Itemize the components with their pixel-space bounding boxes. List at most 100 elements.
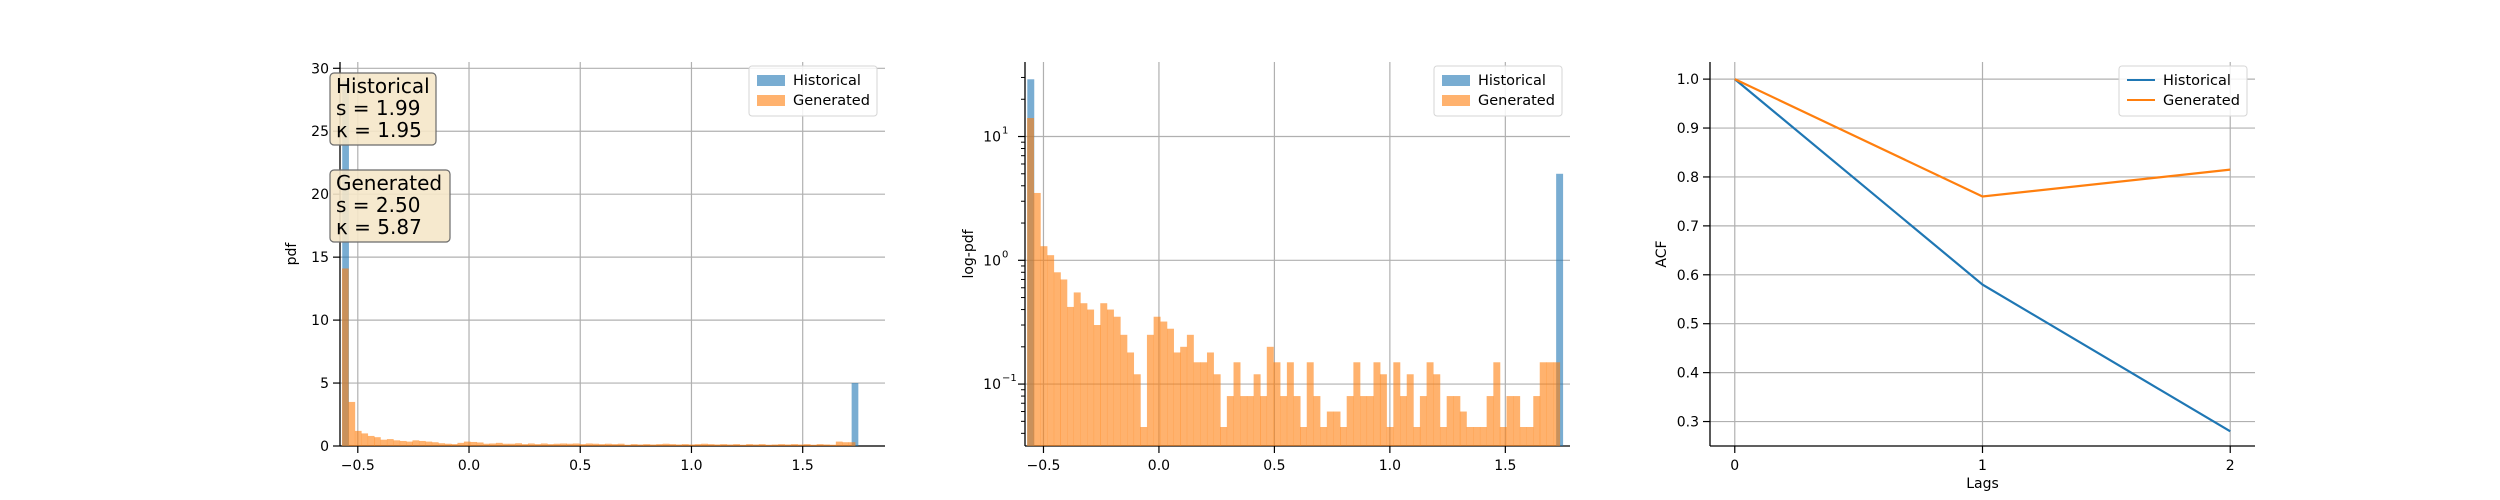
histogram-bar bbox=[662, 443, 670, 446]
histogram-bar bbox=[342, 268, 349, 446]
series-historical bbox=[342, 80, 859, 446]
x-tick-label: 0.0 bbox=[1148, 458, 1170, 474]
legend-label: Generated bbox=[2163, 93, 2240, 109]
histogram-bar bbox=[527, 443, 535, 446]
histogram-bar bbox=[675, 444, 683, 446]
histogram-bar bbox=[1186, 334, 1194, 446]
histogram-bar bbox=[393, 440, 401, 446]
histogram-bar bbox=[701, 443, 708, 446]
histogram-bar bbox=[508, 443, 516, 446]
histogram-bar bbox=[803, 444, 811, 446]
histogram-bar bbox=[1180, 346, 1188, 446]
y-tick-exponent: 0 bbox=[1002, 249, 1008, 260]
histogram-bar bbox=[547, 444, 555, 446]
histogram-bar bbox=[560, 443, 567, 446]
histogram-bar bbox=[1120, 334, 1128, 446]
histogram-bar bbox=[1233, 362, 1241, 446]
series-generated bbox=[342, 268, 856, 446]
histogram-bar bbox=[1300, 426, 1307, 446]
histogram-bar bbox=[1286, 362, 1294, 446]
histogram-bar bbox=[444, 443, 452, 446]
y-tick-label: 25 bbox=[311, 124, 329, 140]
histogram-bar bbox=[842, 442, 849, 446]
stats-box-line: Historical bbox=[336, 74, 430, 98]
histogram-bar bbox=[431, 442, 439, 446]
histogram-bar bbox=[1087, 309, 1095, 446]
histogram-bar bbox=[1260, 396, 1268, 446]
histogram-bar bbox=[585, 443, 593, 446]
series-generated bbox=[1027, 118, 1561, 446]
x-tick-label: 0.5 bbox=[1263, 458, 1285, 474]
histogram-bar bbox=[502, 443, 510, 446]
histogram-bar bbox=[669, 444, 676, 446]
histogram-bar bbox=[451, 444, 458, 446]
x-axis-label: Lags bbox=[1966, 476, 1999, 492]
histogram-bar bbox=[1413, 426, 1421, 446]
histogram-bar bbox=[425, 441, 433, 446]
histogram-bar bbox=[1306, 362, 1314, 446]
histogram-bar bbox=[707, 444, 715, 446]
histogram-bar bbox=[829, 444, 837, 446]
stats-box-line: s = 1.99 bbox=[336, 96, 420, 120]
histogram-bar bbox=[463, 441, 471, 446]
histogram-bar bbox=[1556, 173, 1564, 446]
histogram-bar bbox=[1153, 316, 1161, 446]
legend-swatch bbox=[757, 75, 785, 86]
stats-box-line: Generated bbox=[336, 171, 442, 195]
histogram-bar bbox=[1473, 426, 1481, 446]
histogram-bar bbox=[1253, 374, 1261, 446]
histogram-bar bbox=[1373, 362, 1381, 446]
histogram-bar bbox=[553, 443, 561, 446]
histogram-bar bbox=[1240, 396, 1248, 446]
histogram-bar bbox=[1213, 374, 1221, 446]
histogram-bar bbox=[835, 441, 843, 446]
histogram-bar bbox=[470, 441, 478, 446]
histogram-bar bbox=[1113, 316, 1121, 446]
y-tick-label: 10 bbox=[311, 313, 329, 329]
histogram-bar bbox=[1093, 325, 1101, 446]
histogram-bar bbox=[566, 443, 574, 446]
histogram-bar bbox=[714, 444, 721, 446]
x-tick-label: 0.5 bbox=[569, 458, 591, 474]
histogram-bar bbox=[1220, 426, 1228, 446]
histogram-bar bbox=[418, 440, 426, 446]
histogram-bar bbox=[1027, 118, 1035, 446]
y-axis-label: pdf bbox=[284, 242, 300, 266]
histogram-bar bbox=[1426, 362, 1434, 446]
histogram-bar bbox=[784, 444, 792, 446]
histogram-bar bbox=[1167, 328, 1174, 446]
x-tick-label: −0.5 bbox=[341, 458, 375, 474]
histogram-bar bbox=[367, 435, 375, 446]
histogram-bar bbox=[1546, 362, 1554, 446]
histogram-bar bbox=[438, 443, 446, 446]
series-line-historical bbox=[1734, 78, 2231, 433]
histogram-bar bbox=[1366, 396, 1374, 446]
y-tick-label: 0.9 bbox=[1677, 121, 1699, 137]
y-tick-label: 0.3 bbox=[1677, 415, 1699, 431]
histogram-bar bbox=[1479, 426, 1487, 446]
histogram-bar bbox=[1386, 426, 1394, 446]
histogram-bar bbox=[758, 444, 766, 446]
histogram-bar bbox=[1393, 362, 1401, 446]
histogram-bar bbox=[720, 444, 728, 446]
histogram-bar bbox=[1160, 321, 1168, 446]
histogram-bar bbox=[624, 444, 631, 446]
histogram-bar bbox=[1106, 309, 1114, 446]
histogram-bar bbox=[1466, 426, 1474, 446]
legend-label: Historical bbox=[2163, 73, 2231, 89]
histogram-bar bbox=[765, 444, 773, 446]
x-tick-label: 1.0 bbox=[680, 458, 702, 474]
histogram-bar bbox=[579, 444, 587, 446]
histogram-bar bbox=[791, 444, 798, 446]
y-tick-label: 10 bbox=[983, 253, 1001, 269]
histogram-bar bbox=[1200, 362, 1208, 446]
histogram-bar bbox=[1040, 246, 1048, 446]
histogram-bar bbox=[1073, 292, 1081, 446]
histogram-bar bbox=[489, 443, 497, 446]
histogram-bar bbox=[1459, 411, 1467, 446]
legend-label: Generated bbox=[1478, 93, 1555, 109]
y-tick-label: 0.4 bbox=[1677, 366, 1699, 382]
histogram-bar bbox=[733, 444, 740, 446]
histogram-bar bbox=[637, 444, 644, 446]
